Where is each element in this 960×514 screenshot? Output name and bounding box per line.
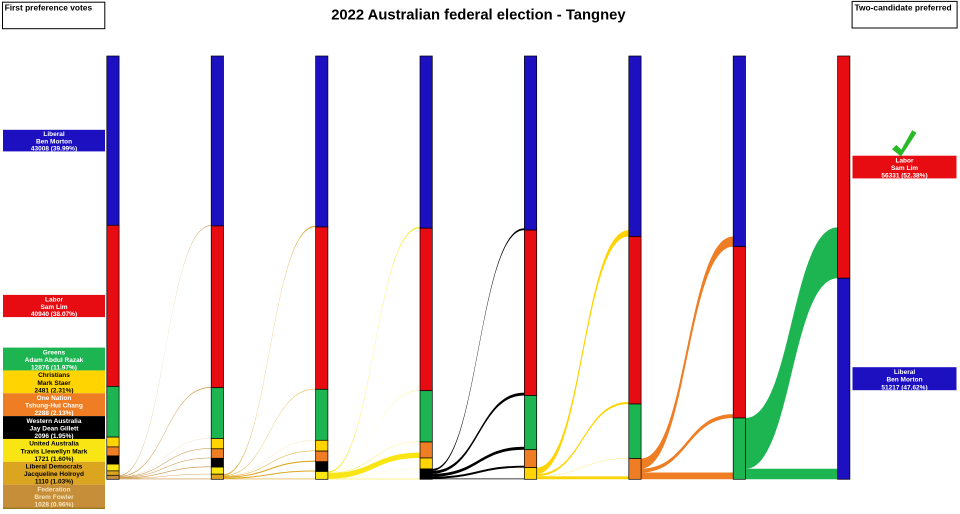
svg-text:First preference votes: First preference votes [5,2,93,12]
svg-text:Federation: Federation [37,486,70,493]
svg-text:40940 (38.07%): 40940 (38.07%) [31,311,77,318]
svg-text:Labor: Labor [895,157,914,164]
svg-text:Christians: Christians [38,372,70,379]
svg-text:1110 (1.03%): 1110 (1.03%) [35,479,73,486]
svg-text:Ben Morton: Ben Morton [886,377,922,384]
svg-text:Mark Staer: Mark Staer [37,380,71,387]
svg-text:51217 (47.62%): 51217 (47.62%) [881,384,927,391]
svg-text:1028 (0.96%): 1028 (0.96%) [34,502,73,509]
svg-text:Adam Abdul Razak: Adam Abdul Razak [25,357,84,364]
svg-text:Labor: Labor [45,296,64,303]
svg-text:Western Australia: Western Australia [27,418,82,425]
svg-text:43008 (39.99%): 43008 (39.99%) [31,146,77,153]
svg-text:Ben Morton: Ben Morton [36,138,72,145]
svg-text:Travis Llewellyn Mark: Travis Llewellyn Mark [21,448,88,455]
svg-text:12876 (11.97%): 12876 (11.97%) [31,365,77,372]
svg-text:United Australia: United Australia [29,441,79,448]
svg-text:2022 Australian federal electi: 2022 Australian federal election - Tangn… [331,8,626,24]
svg-text:Two-candidate preferred: Two-candidate preferred [855,2,952,12]
svg-text:2288 (2.13%): 2288 (2.13%) [34,410,73,417]
svg-text:Sam Lim: Sam Lim [40,304,67,311]
svg-text:Jay Dean Gillett: Jay Dean Gillett [30,425,80,432]
svg-text:Liberal: Liberal [894,369,916,376]
svg-text:2096 (1.95%): 2096 (1.95%) [34,433,73,440]
svg-text:Brem Fowler: Brem Fowler [34,494,74,501]
svg-text:2481 (2.31%): 2481 (2.31%) [34,387,73,394]
svg-text:Greens: Greens [43,349,66,356]
svg-text:Jacqueline Holroyd: Jacqueline Holroyd [24,471,84,478]
svg-text:56331 (52.38%): 56331 (52.38%) [881,172,927,179]
svg-text:Liberal: Liberal [43,131,65,138]
svg-text:Liberal Democrats: Liberal Democrats [26,464,83,471]
svg-text:One Nation: One Nation [37,395,72,402]
svg-text:Sam Lim: Sam Lim [891,165,918,172]
svg-text:Tshung-Hui Chang: Tshung-Hui Chang [25,403,83,410]
svg-text:1721 (1.60%): 1721 (1.60%) [34,456,73,463]
